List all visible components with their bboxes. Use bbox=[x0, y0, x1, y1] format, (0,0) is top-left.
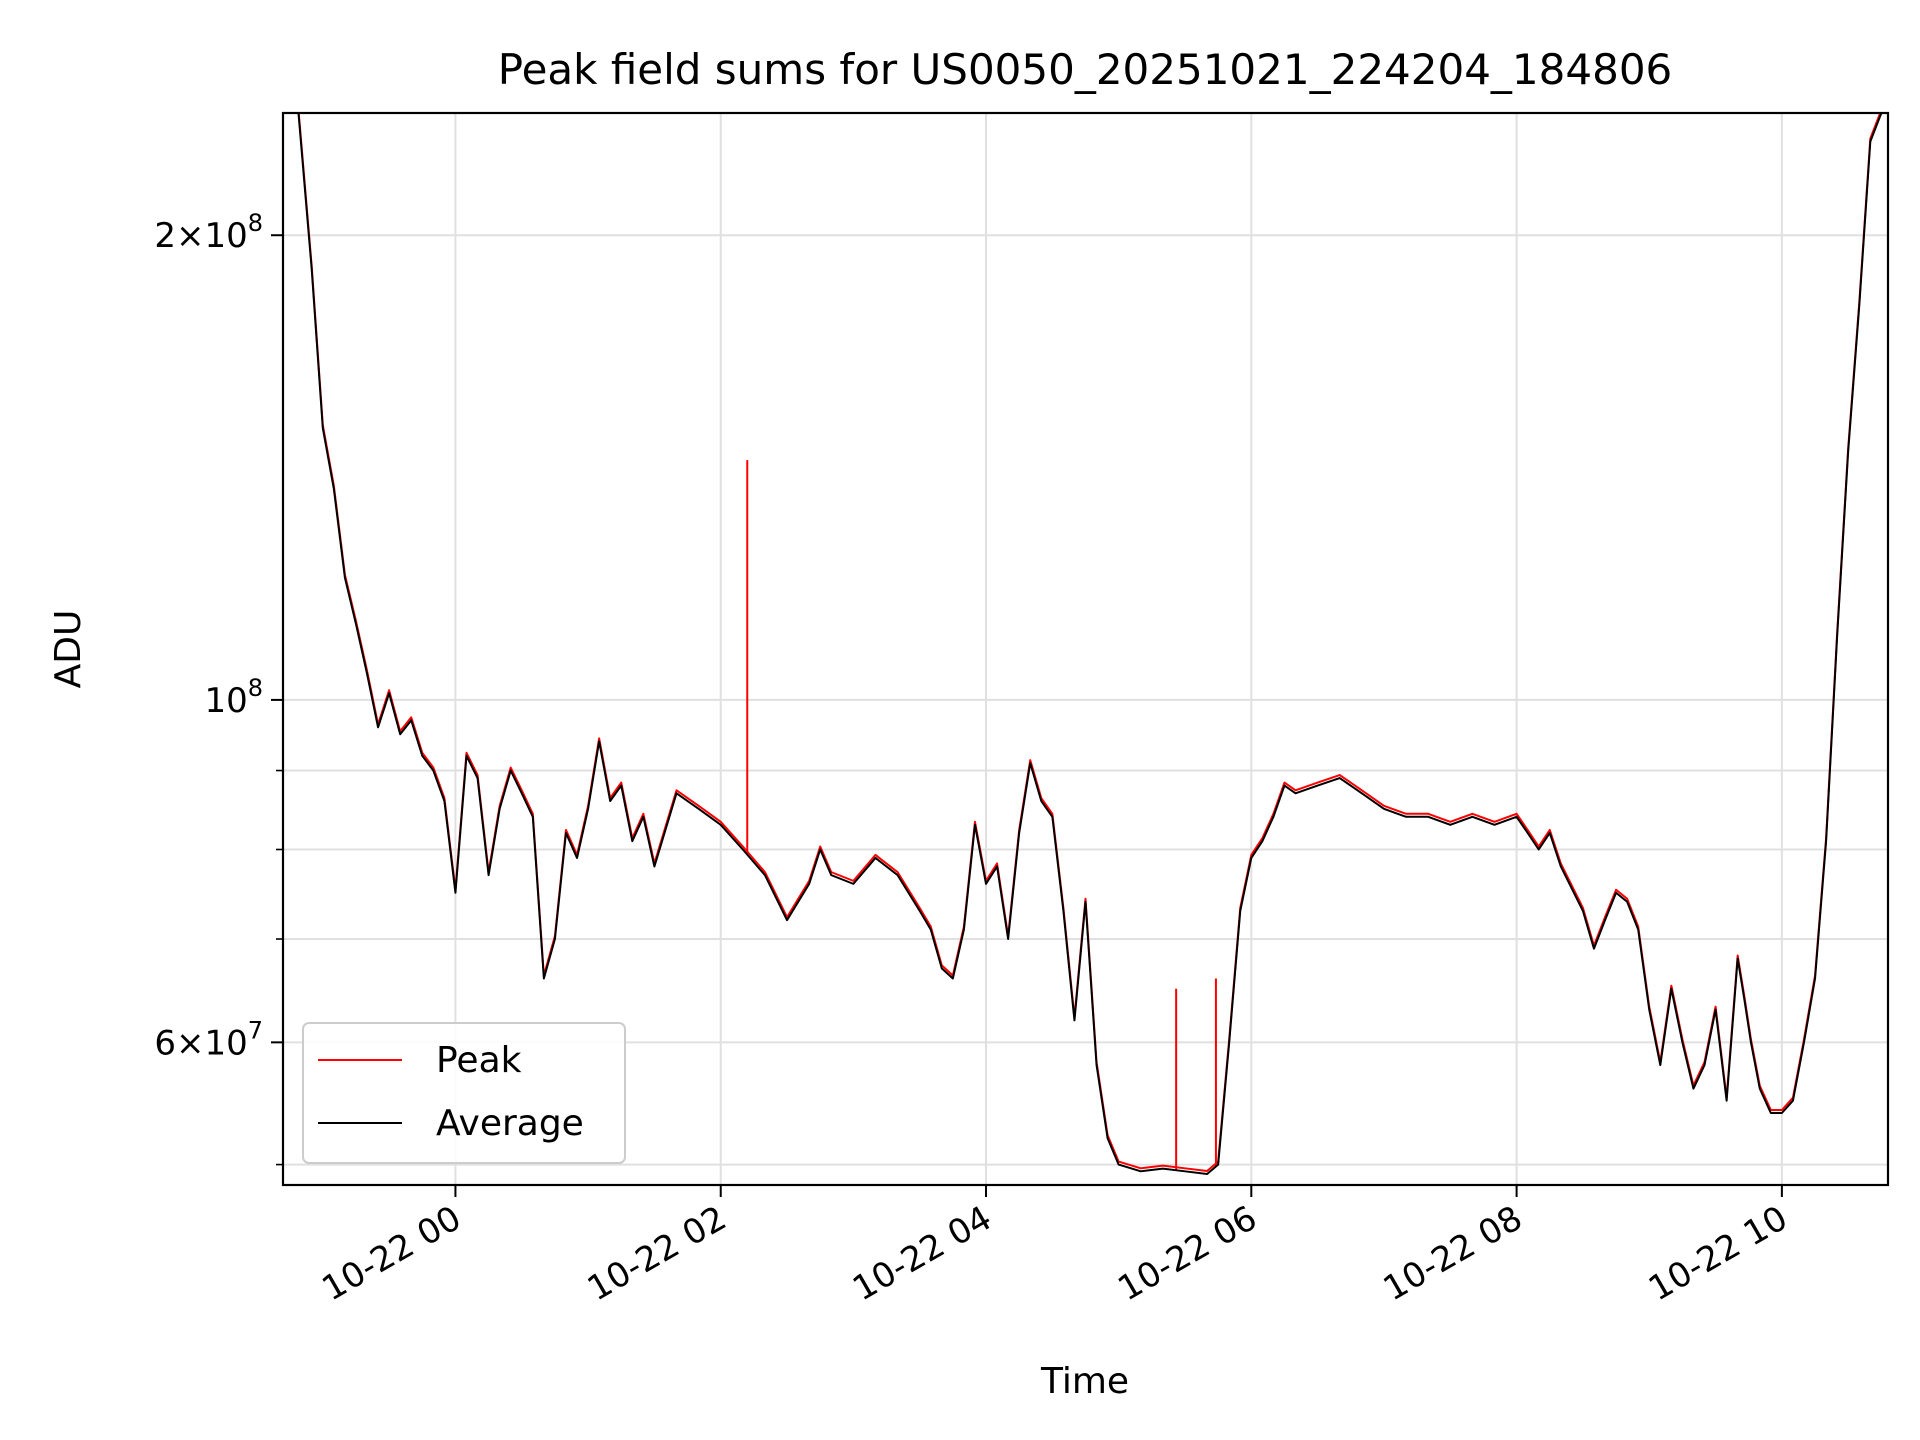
legend-peak-label: Peak bbox=[436, 1040, 522, 1081]
x-axis-label: Time bbox=[1040, 1361, 1129, 1402]
y-tick-label: 6×107 bbox=[154, 1016, 263, 1063]
average-series-line bbox=[283, 113, 1888, 1176]
y-tick-label: 2×108 bbox=[154, 209, 263, 256]
y-tick-label: 108 bbox=[204, 674, 263, 721]
plot-frame bbox=[281, 111, 1890, 1187]
legend-box bbox=[302, 1022, 626, 1164]
series-layer bbox=[283, 113, 1888, 1176]
y-axis-ticks: 2×108 108 6×107 bbox=[154, 209, 283, 1166]
legend-average-label: Average bbox=[436, 1103, 584, 1144]
y-axis-label: ADU bbox=[48, 610, 89, 689]
chart-title: Peak field sums for US0050_20251021_2242… bbox=[498, 45, 1673, 94]
legend: Peak Average bbox=[302, 1022, 626, 1164]
